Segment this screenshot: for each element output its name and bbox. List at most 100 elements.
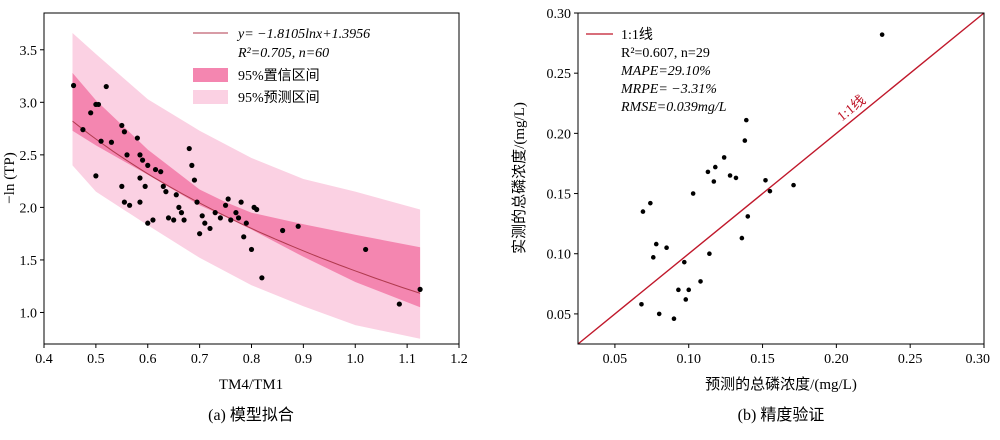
panel-b-caption: (b) 精度验证 [738, 406, 825, 424]
data-point [222, 202, 229, 208]
data-point [248, 246, 255, 253]
y-tick-label: 0.25 [547, 67, 572, 82]
data-point [163, 189, 169, 195]
data-point [742, 138, 748, 143]
panel-a-y-ticks: 1.0 1.5 2.0 2.5 3.0 3.5 [20, 44, 44, 321]
y-tick-label: 2.5 [20, 149, 38, 164]
data-point [280, 227, 286, 234]
legend-confidence-swatch [193, 68, 228, 82]
x-tick-label: 1.2 [450, 352, 468, 367]
data-point [165, 215, 172, 221]
data-point [142, 183, 148, 189]
data-point [150, 217, 156, 223]
y-tick-label: 0.20 [547, 127, 572, 142]
data-point [676, 287, 681, 293]
panel-a-legend: y= −1.8105lnx+1.3956 R²=0.705, n=60 95%置… [193, 27, 370, 106]
data-point [721, 155, 727, 160]
y-tick-label: 3.0 [20, 96, 38, 111]
data-point [121, 199, 128, 205]
y-tick-label: 3.5 [20, 44, 38, 59]
data-point [202, 220, 208, 226]
data-point [137, 152, 143, 158]
data-point [713, 164, 718, 170]
data-point [139, 157, 146, 163]
data-point [243, 220, 249, 226]
panel-a-x-axis-label: TM4/TM1 [219, 377, 283, 393]
panel-b: 0.05 0.10 0.15 0.20 0.25 0.30 0.05 0.10 0.15 0.2… [511, 7, 990, 424]
data-point [186, 145, 192, 152]
panel-b-x-ticks: 0.05 0.10 0.15 0.20 0.25 0.30 [603, 344, 990, 367]
data-point [235, 215, 242, 221]
data-point [417, 286, 423, 292]
data-point [745, 214, 751, 219]
data-point [160, 183, 166, 189]
panel-b-plot-frame [577, 12, 985, 345]
data-point [137, 175, 143, 181]
x-tick-label: 0.30 [966, 352, 991, 367]
x-tick-label: 0.6 [139, 352, 157, 367]
data-point [238, 199, 244, 205]
data-point [683, 297, 689, 302]
data-point [93, 173, 99, 179]
legend-fit-stats-label: R²=0.705, n=60 [237, 46, 329, 61]
data-point [648, 200, 653, 206]
data-point [108, 139, 115, 145]
data-point [656, 311, 662, 317]
data-point [217, 215, 223, 221]
data-point [119, 122, 125, 129]
legend-stat-r2: R²=0.607, n=29 [621, 46, 710, 61]
panel-a: 0.4 0.5 0.6 0.7 0.8 0.9 1.0 1.1 1.2 1.0 1.5 2.0 2.5… [2, 12, 468, 424]
data-point [733, 175, 739, 181]
panel-b-legend: 1:1线 R²=0.607, n=29 MAPE=29.10% MRPE= −3… [586, 27, 727, 115]
data-point [228, 217, 234, 223]
x-tick-label: 1.0 [347, 352, 365, 367]
panel-b-points [639, 32, 885, 322]
legend-one-to-one-label: 1:1线 [621, 27, 653, 43]
data-point [176, 204, 182, 210]
data-point [233, 210, 239, 216]
data-point [650, 255, 656, 260]
data-point [653, 241, 659, 247]
data-point [158, 169, 164, 175]
data-point [197, 231, 203, 237]
data-point [98, 138, 104, 144]
data-point [396, 301, 402, 307]
data-point [363, 246, 369, 253]
data-point [145, 220, 151, 226]
data-point [95, 101, 102, 108]
panel-b-one-to-one-line [577, 12, 985, 345]
data-point [254, 206, 260, 213]
y-tick-label: 0.30 [547, 7, 572, 22]
x-tick-label: 0.05 [603, 352, 628, 367]
x-tick-label: 0.15 [750, 352, 775, 367]
data-point [145, 162, 151, 168]
panel-b-y-ticks: 0.05 0.10 0.15 0.20 0.25 0.30 [547, 7, 578, 323]
data-point [137, 199, 143, 205]
y-tick-label: 1.5 [20, 254, 38, 269]
data-point [791, 182, 796, 188]
data-point [126, 202, 133, 208]
data-point [681, 259, 687, 265]
data-point [212, 210, 218, 216]
data-point [178, 210, 185, 216]
data-point [707, 251, 712, 257]
data-point [664, 245, 669, 251]
data-point [690, 191, 696, 196]
data-point [295, 223, 301, 229]
data-point [879, 32, 885, 37]
panel-b-y-axis-label: 实测的总磷浓度/(mg/L) [511, 102, 528, 254]
panel-b-x-axis-label: 预测的总磷浓度/(mg/L) [705, 376, 857, 393]
data-point [698, 279, 703, 284]
x-tick-label: 1.1 [398, 352, 416, 367]
data-point [88, 110, 94, 116]
data-point [171, 217, 177, 223]
data-point [225, 196, 231, 202]
data-point [207, 225, 213, 232]
data-point [640, 209, 646, 214]
x-tick-label: 0.25 [898, 352, 923, 367]
panel-a-confidence-band-group [72, 72, 421, 308]
data-point [134, 135, 140, 141]
data-point [152, 166, 159, 173]
data-point [121, 129, 128, 135]
